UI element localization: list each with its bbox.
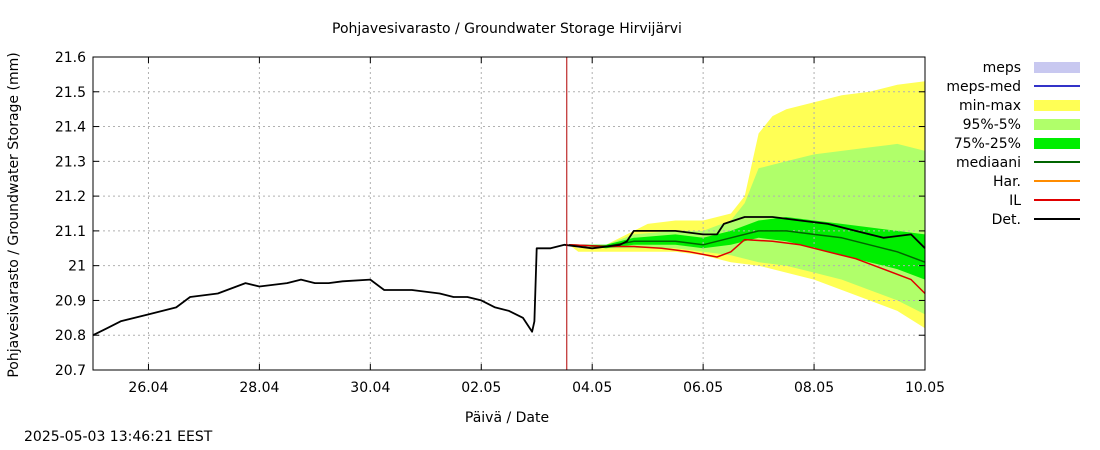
series-det-line	[92, 216, 926, 337]
y-tick-label: 21.2	[55, 189, 86, 205]
y-tick-label: 20.9	[55, 293, 86, 309]
x-tick-label: 30.04	[350, 380, 390, 396]
x-tick-label: 04.05	[572, 380, 612, 396]
y-tick-label: 20.7	[55, 363, 86, 379]
legend-label-meps-med: meps-med	[946, 79, 1021, 95]
y-tick-label: 20.8	[55, 328, 86, 344]
y-tick-label: 21.6	[55, 50, 86, 66]
series-layer	[92, 57, 926, 370]
y-tick-label: 21.4	[55, 120, 86, 136]
x-tick-label: 02.05	[461, 380, 501, 396]
band-75-25-	[569, 217, 925, 280]
bands-layer	[569, 81, 925, 329]
series-mediaani-line	[569, 230, 926, 263]
legend-label-il: IL	[1009, 193, 1021, 209]
legend-label-det-: Det.	[992, 212, 1021, 228]
legend-swatch	[1034, 62, 1080, 73]
legend-swatch	[1034, 138, 1080, 149]
series-il-line	[569, 238, 926, 295]
x-tick-label: 26.04	[128, 380, 168, 396]
legend-label-75-25-: 75%-25%	[954, 136, 1021, 152]
y-tick-label: 21	[68, 259, 86, 275]
legend-label-har-: Har.	[993, 174, 1021, 190]
legend-label-95-5-: 95%-5%	[963, 117, 1021, 133]
footer-timestamp: 2025-05-03 13:46:21 EEST	[24, 429, 213, 445]
legend-swatch	[1034, 119, 1080, 130]
x-tick-label: 06.05	[683, 380, 723, 396]
legend-label-meps: meps	[983, 60, 1021, 76]
x-tick-label: 10.05	[905, 380, 945, 396]
x-axis-title: Päivä / Date	[465, 410, 549, 426]
x-tick-label: 08.05	[794, 380, 834, 396]
legend-swatch	[1034, 100, 1080, 111]
chart-title: Pohjavesivarasto / Groundwater Storage H…	[332, 21, 682, 37]
y-tick-label: 21.5	[55, 85, 86, 101]
y-tick-label: 21.1	[55, 224, 86, 240]
legend-label-mediaani: mediaani	[956, 155, 1021, 171]
y-tick-label: 21.3	[55, 154, 86, 170]
axes-layer: 20.7 20.8 20.9 21 21.1 21.2 21.3 21.4 21.5 21.6 26…	[55, 50, 945, 396]
y-axis-title: Pohjavesivarasto / Groundwater Storage (…	[6, 52, 22, 377]
x-tick-label: 28.04	[239, 380, 279, 396]
legend-label-min-max: min-max	[959, 98, 1021, 114]
plot-frame	[92, 56, 926, 371]
legend: meps meps-med min-max 95%-5% 75%-25% mediaani…	[946, 60, 1080, 228]
